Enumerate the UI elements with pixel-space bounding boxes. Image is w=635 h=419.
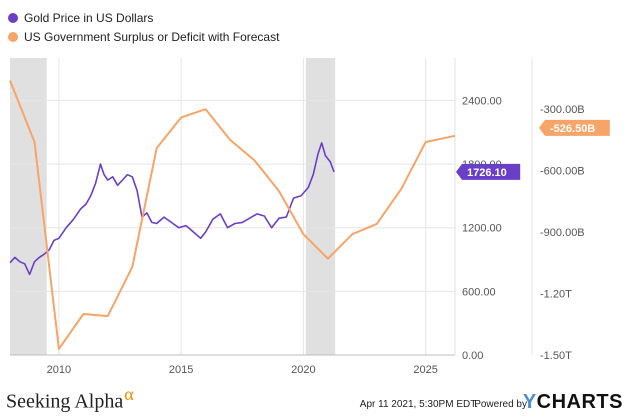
timestamp: Apr 11 2021, 5:30PM EDT. <box>359 399 478 410</box>
left-axis-tick-label: 0.00 <box>462 350 483 362</box>
right-axis-tick-label: -300.00B <box>540 104 585 116</box>
recession-band-0 <box>10 58 47 355</box>
legend-label-deficit: US Government Surplus or Deficit with Fo… <box>24 29 280 44</box>
left-axis-tick-label: 2400.00 <box>462 95 502 107</box>
ycharts-wordmark: CHARTS <box>536 391 623 413</box>
x-axis-tick-label: 2020 <box>291 364 315 376</box>
footer: Seeking Alphaα Apr 11 2021, 5:30PM EDT. … <box>0 384 635 419</box>
x-axis-tick-label: 2025 <box>413 364 437 376</box>
gold-last-value-badge: 1726.10 <box>467 167 507 179</box>
right-axis-tick-label: -600.00B <box>540 166 585 178</box>
chart-legend: Gold Price in US Dollars US Government S… <box>8 8 279 46</box>
ycharts-y-mark: Y <box>522 391 537 413</box>
powered-by-label: Powered by <box>474 399 527 410</box>
x-axis-tick-label: 2015 <box>169 364 193 376</box>
deficit-last-value-badge: -526.50B <box>550 123 595 135</box>
deficit-line <box>9 80 456 350</box>
deficit-last-value-badge-bg <box>539 119 610 136</box>
legend-swatch-gold <box>8 12 18 23</box>
seeking-alpha-logo[interactable]: Seeking Alphaα <box>6 384 134 414</box>
legend-item-gold[interactable]: Gold Price in US Dollars <box>8 8 279 27</box>
right-axis-tick-label: -900.00B <box>540 227 585 239</box>
x-axis-tick-label: 2010 <box>47 364 71 376</box>
brand-name: Seeking Alpha <box>6 391 124 413</box>
recession-band-1 <box>305 58 336 355</box>
legend-label-gold: Gold Price in US Dollars <box>24 10 154 25</box>
left-axis-tick-label: 1200.00 <box>462 223 502 235</box>
left-axis-tick-label: 600.00 <box>462 286 496 298</box>
legend-swatch-deficit <box>8 31 18 42</box>
ycharts-logo[interactable]: YCHARTS <box>523 391 623 414</box>
right-axis-tick-label: -1.20T <box>540 289 572 301</box>
legend-item-deficit[interactable]: US Government Surplus or Deficit with Fo… <box>8 27 279 46</box>
gold-last-value-badge-bg <box>456 163 521 180</box>
right-axis-tick-label: -1.50T <box>540 350 572 362</box>
gold-price-line <box>9 142 335 276</box>
alpha-symbol-icon: α <box>124 384 134 405</box>
